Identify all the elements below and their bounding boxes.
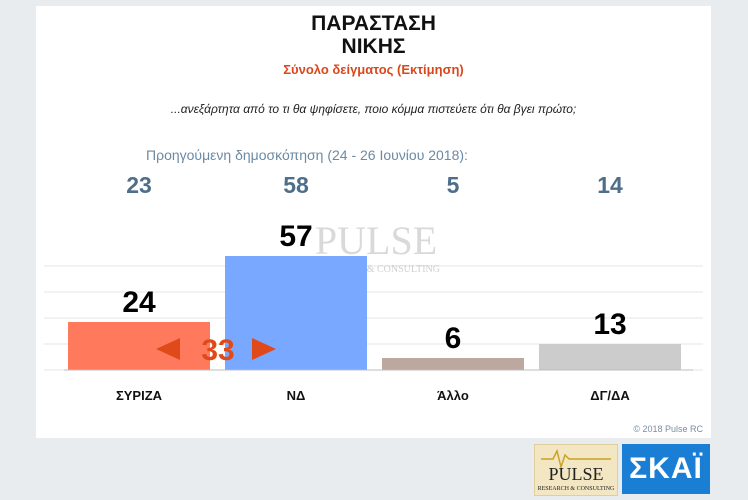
right-arrow-icon (252, 338, 276, 360)
chart-title-line2: ΝΙΚΗΣ (341, 35, 406, 58)
previous-value-label: 23 (126, 172, 152, 198)
previous-value-label: 58 (283, 172, 309, 198)
bar (382, 358, 524, 370)
skai-logo: ΣΚΑΪ (622, 444, 710, 494)
chart-panel: ΠΑΡΑΣΤΑΣΗ ΝΙΚΗΣ Σύνολο δείγματος (Εκτίμη… (36, 6, 711, 438)
previous-value-label: 5 (447, 172, 460, 198)
bar-value-label: 6 (445, 322, 462, 355)
chart-subtitle: Σύνολο δείγματος (Εκτίμηση) (283, 62, 464, 77)
bar (539, 344, 681, 370)
previous-poll-label: Προηγούμενη δημοσκόπηση (24 - 26 Ιουνίου… (146, 147, 468, 163)
bar (68, 322, 210, 370)
gap-label: 33 (201, 334, 234, 367)
bar-value-label: 24 (122, 286, 156, 319)
category-label: Άλλο (437, 388, 469, 403)
watermark-text: PULSE (315, 218, 437, 263)
left-arrow-icon (156, 338, 180, 360)
watermark-subtext: RESEARCH & CONSULTING (312, 264, 440, 275)
pulse-logo-subtext: RESEARCH & CONSULTING (538, 486, 615, 492)
bar (225, 256, 367, 370)
pulse-logo-text: PULSE (548, 464, 603, 484)
copyright-text: © 2018 Pulse RC (633, 424, 703, 434)
bar-value-label: 13 (593, 308, 626, 341)
bar-value-label: 57 (279, 220, 312, 253)
category-label: ΔΓ/ΔΑ (590, 388, 630, 403)
category-label: ΝΔ (287, 388, 306, 403)
pulse-logo: PULSE RESEARCH & CONSULTING (534, 444, 618, 496)
chart-title-line1: ΠΑΡΑΣΤΑΣΗ (311, 12, 436, 35)
category-label: ΣΥΡΙΖΑ (116, 388, 163, 403)
survey-question: ...ανεξάρτητα από το τι θα ψηφίσετε, ποι… (170, 102, 577, 116)
previous-value-label: 14 (597, 172, 623, 198)
